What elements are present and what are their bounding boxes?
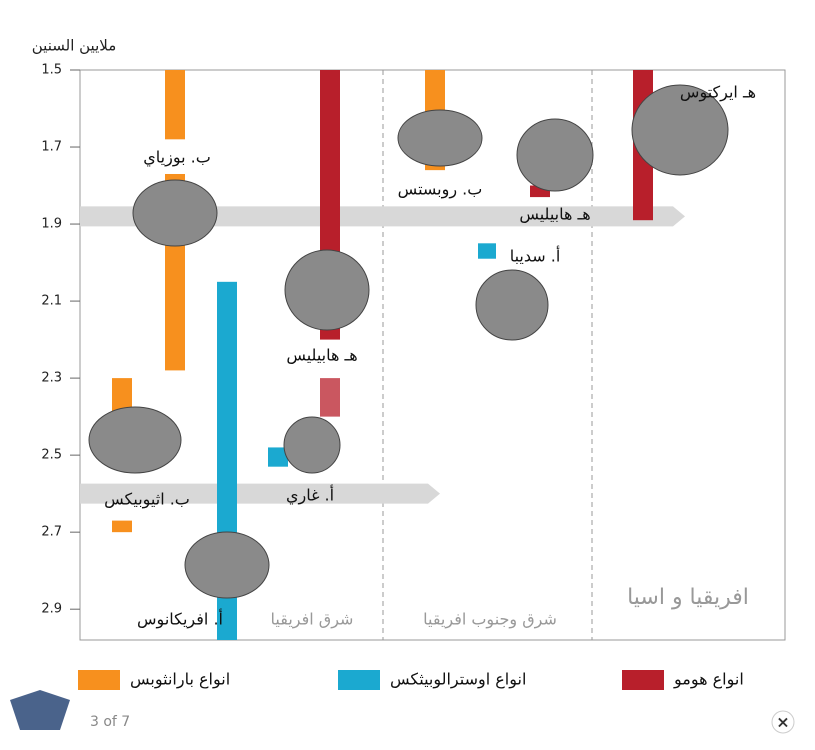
species-label: هـ ايركتوس xyxy=(680,83,756,103)
range-bar xyxy=(425,70,445,117)
time-arrow xyxy=(80,206,685,227)
skull xyxy=(475,269,549,341)
legend-label: انواع هومو xyxy=(673,670,744,690)
range-bar xyxy=(478,243,496,259)
skull xyxy=(184,531,270,599)
time-arrow xyxy=(80,483,440,504)
y-tick-label: 1.5 xyxy=(41,63,62,78)
y-tick-label: 1.9 xyxy=(41,217,62,232)
y-tick-label: 2.9 xyxy=(41,602,62,617)
range-bar xyxy=(165,70,185,140)
species-label: ب. بوزياي xyxy=(143,148,211,168)
range-bar xyxy=(320,378,340,417)
species-label: أ. سديبا xyxy=(510,246,561,266)
legend-swatch xyxy=(78,670,120,690)
range-bar xyxy=(112,520,132,533)
range-bar xyxy=(268,447,288,467)
region-label: شرق وجنوب افريقيا xyxy=(423,610,557,630)
y-axis-label: ملايين السنين xyxy=(32,37,116,55)
y-tick-label: 2.3 xyxy=(41,371,62,386)
skull xyxy=(88,406,182,474)
skull xyxy=(516,118,594,192)
species-label: أ. افريكانوس xyxy=(137,609,223,630)
legend-label: انواع بارانثوبس xyxy=(130,670,230,690)
skull xyxy=(631,84,729,176)
close-icon[interactable]: × xyxy=(776,713,789,732)
y-tick-label: 2.7 xyxy=(41,525,62,540)
skull xyxy=(283,416,341,474)
legend-label: انواع اوسترالوبيثكس xyxy=(390,670,526,690)
gallery-counter: 3 of 7 xyxy=(90,714,130,730)
y-tick-label: 2.1 xyxy=(41,294,62,309)
species-label: هـ هابيليس xyxy=(519,205,590,225)
species-label: ب. اثيوبيكس xyxy=(104,490,190,510)
species-label: هـ هابيليس xyxy=(286,346,357,366)
species-label: أ. غاري xyxy=(286,485,334,506)
legend-swatch xyxy=(622,670,664,690)
species-label: ب. روبستس xyxy=(398,180,483,200)
logo xyxy=(10,690,70,730)
skull xyxy=(397,109,483,167)
close-button[interactable] xyxy=(771,710,795,734)
skull-images xyxy=(88,84,729,599)
y-tick-label: 1.7 xyxy=(41,140,62,155)
skull xyxy=(284,249,370,331)
legend-swatch xyxy=(338,670,380,690)
region-label: افريقيا و اسيا xyxy=(627,585,749,610)
skull xyxy=(132,179,218,247)
range-bar xyxy=(530,185,550,198)
y-tick-label: 2.5 xyxy=(41,448,62,463)
region-label: شرق افريقيا xyxy=(271,610,354,630)
